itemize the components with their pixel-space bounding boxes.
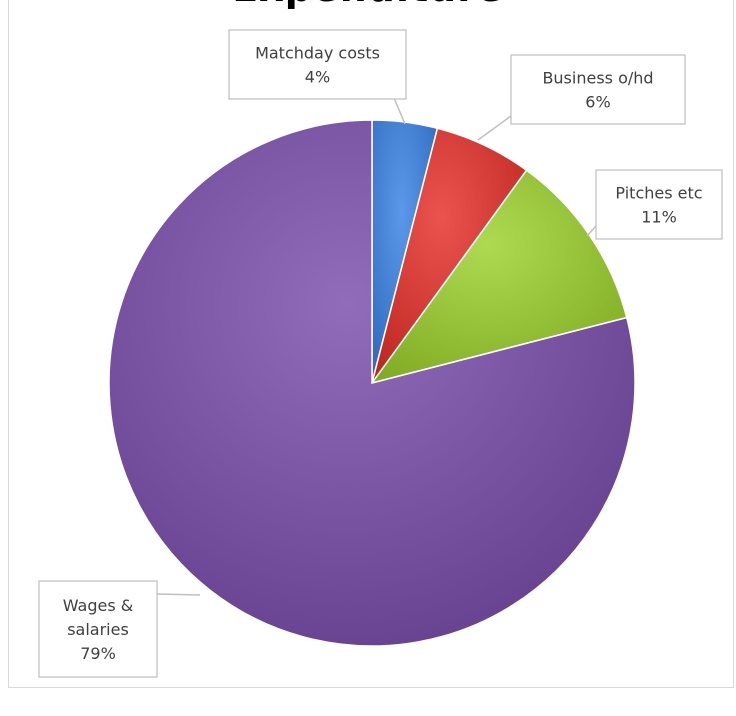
data-label-4: Wages & salaries 79% — [38, 580, 158, 678]
leader-line-4 — [156, 593, 201, 596]
label-box-2 — [510, 54, 686, 125]
label-box-3 — [595, 169, 723, 240]
leader-line-3 — [586, 225, 597, 237]
data-label-3: Pitches etc 11% — [595, 169, 723, 240]
slice-value-label: 6% — [585, 93, 610, 112]
slice-category-label: salaries — [67, 620, 129, 639]
label-box-4 — [38, 580, 158, 678]
leader-line-1 — [393, 97, 406, 125]
data-label-2: Business o/hd 6% — [510, 54, 686, 125]
slice-value-label: 11% — [641, 208, 677, 227]
slice-category-label: Business o/hd — [542, 69, 653, 88]
slice-value-label: 4% — [305, 68, 330, 87]
pie-slice-4 — [108, 119, 636, 647]
labels-layer: Matchday costs 4% Business o/hd 6% Pitches e… — [38, 29, 723, 678]
data-label-1: Matchday costs 4% — [228, 29, 407, 100]
slices-layer — [108, 119, 636, 647]
label-box-1 — [228, 29, 407, 100]
chart-title: Expenditure — [0, 0, 736, 10]
slice-category-label: Pitches etc — [615, 184, 702, 203]
slice-value-label: 79% — [80, 644, 116, 663]
leader-line-2 — [477, 115, 512, 141]
slice-category-label: Matchday costs — [255, 44, 380, 63]
pie-slice-3 — [370, 169, 628, 385]
slice-category-label: Wages & — [63, 596, 134, 615]
leader-lines — [156, 97, 597, 596]
